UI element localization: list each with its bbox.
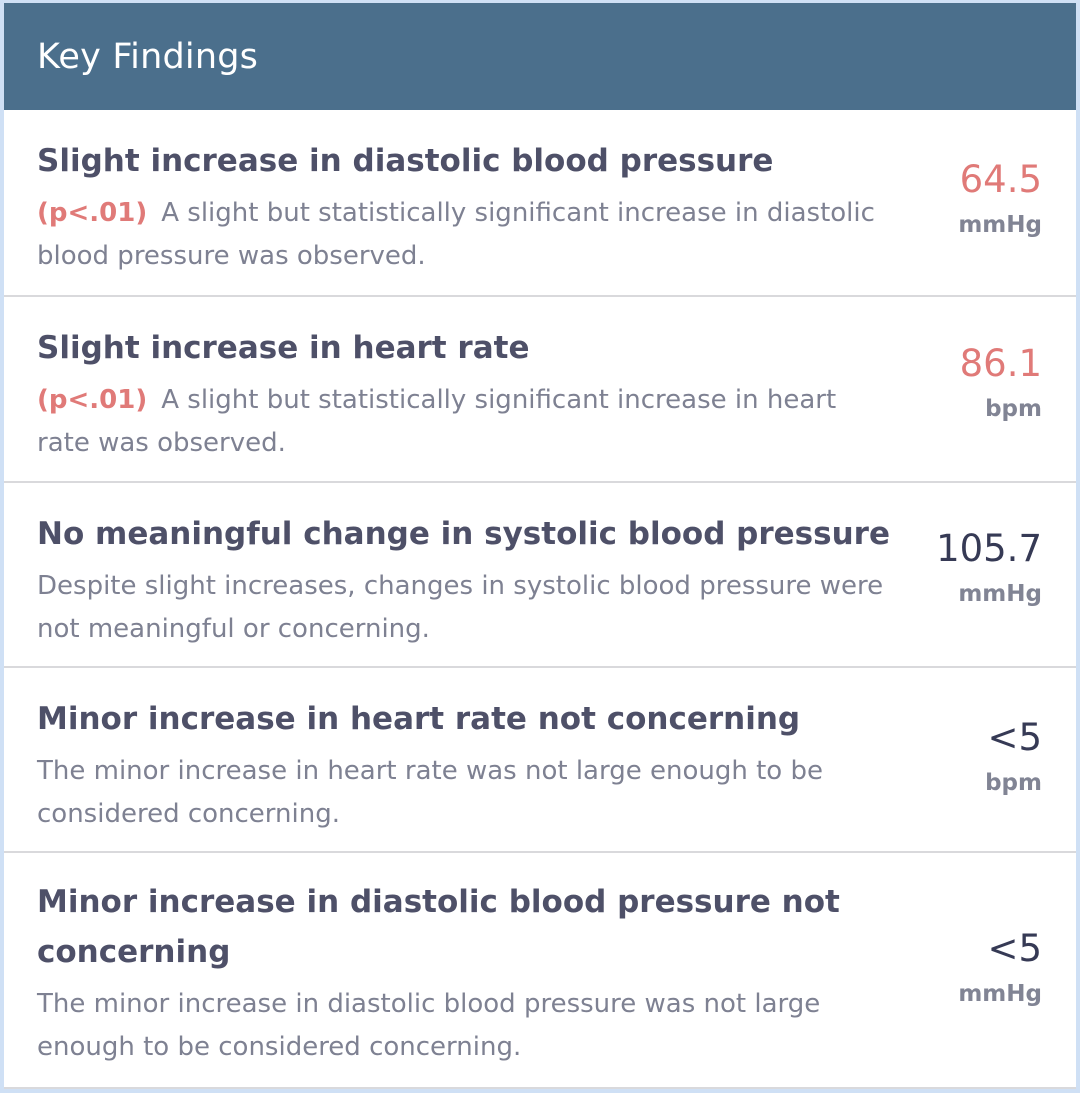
finding-title: Minor increase in diastolic blood pressu… [37, 884, 840, 970]
metric-value: 64.5 [959, 158, 1042, 201]
metric-unit: bpm [985, 770, 1042, 796]
finding-description-text: A slight but statistically significant i… [37, 198, 875, 271]
finding-text: Slight increase in diastolic blood press… [37, 136, 897, 278]
finding-item: Minor increase in heart rate not concern… [4, 668, 1076, 853]
finding-title: No meaningful change in systolic blood p… [37, 516, 890, 552]
finding-text: Minor increase in heart rate not concern… [37, 694, 897, 836]
finding-description: The minor increase in diastolic blood pr… [37, 989, 821, 1062]
p-value-badge: (p<.01) [37, 385, 148, 415]
finding-item: Slight increase in heart rate (p<.01) A s… [4, 297, 1076, 483]
key-findings-panel: Key Findings Slight increase in diastoli… [4, 3, 1076, 1089]
finding-text: No meaningful change in systolic blood p… [37, 509, 897, 651]
finding-metric: 64.5 mmHg [958, 158, 1042, 240]
metric-value: 86.1 [959, 342, 1042, 385]
finding-text: Slight increase in heart rate (p<.01) A s… [37, 323, 897, 465]
finding-item: Slight increase in diastolic blood press… [4, 110, 1076, 297]
finding-metric: <5 mmHg [958, 927, 1042, 1009]
finding-description: (p<.01) A slight but statistically signif… [37, 192, 897, 278]
finding-item: No meaningful change in systolic blood p… [4, 483, 1076, 668]
metric-value: 105.7 [936, 527, 1042, 570]
finding-title: Slight increase in diastolic blood press… [37, 143, 774, 179]
p-value-badge: (p<.01) [37, 198, 148, 228]
metric-unit: bpm [985, 396, 1042, 422]
metric-value: <5 [987, 927, 1042, 970]
panel-title: Key Findings [37, 36, 259, 77]
metric-unit: mmHg [958, 981, 1042, 1007]
finding-metric: 105.7 mmHg [936, 527, 1042, 609]
finding-description: (p<.01) A slight but statistically signif… [37, 379, 897, 465]
finding-metric: <5 bpm [985, 716, 1042, 798]
finding-metric: 86.1 bpm [960, 342, 1042, 424]
metric-unit: mmHg [958, 212, 1042, 238]
finding-description: The minor increase in heart rate was not… [37, 756, 823, 829]
finding-description-text: A slight but statistically significant i… [37, 385, 837, 458]
finding-description: Despite slight increases, changes in sys… [37, 571, 884, 644]
metric-unit: mmHg [958, 581, 1042, 607]
metric-value: <5 [987, 716, 1042, 759]
finding-title: Slight increase in heart rate [37, 330, 530, 366]
finding-item: Minor increase in diastolic blood pressu… [4, 853, 1076, 1089]
finding-title: Minor increase in heart rate not concern… [37, 701, 801, 737]
finding-text: Minor increase in diastolic blood pressu… [37, 877, 907, 1069]
panel-header: Key Findings [4, 3, 1076, 110]
